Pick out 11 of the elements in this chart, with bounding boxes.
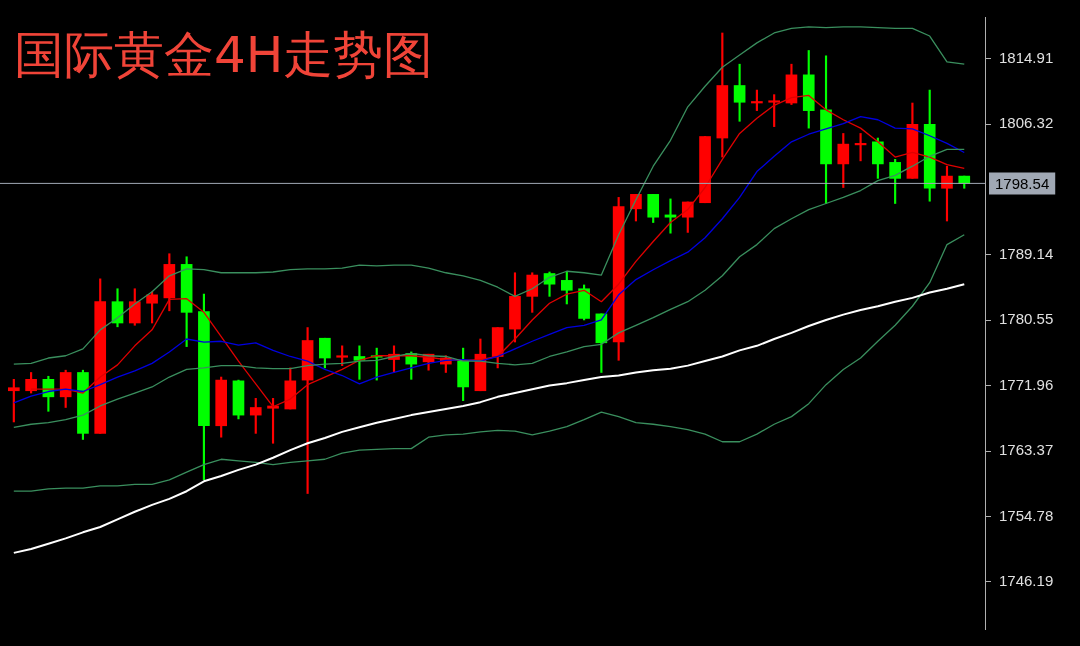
candlestick <box>8 379 20 423</box>
y-tick-label: 1771.96 <box>999 375 1054 393</box>
ref-line-label: 1798.54 <box>995 174 1050 192</box>
y-tick-label: 1763.37 <box>999 441 1054 459</box>
y-tick-label: 1780.55 <box>999 310 1054 328</box>
y-tick-label: 1746.19 <box>999 572 1054 590</box>
y-tick-label: 1754.78 <box>999 506 1054 524</box>
y-tick-label: 1806.32 <box>999 114 1054 132</box>
y-tick-label: 1789.14 <box>999 245 1054 263</box>
chart-title: 国际黄金4H走势图 <box>14 26 434 84</box>
y-tick-label: 1814.91 <box>999 48 1054 66</box>
